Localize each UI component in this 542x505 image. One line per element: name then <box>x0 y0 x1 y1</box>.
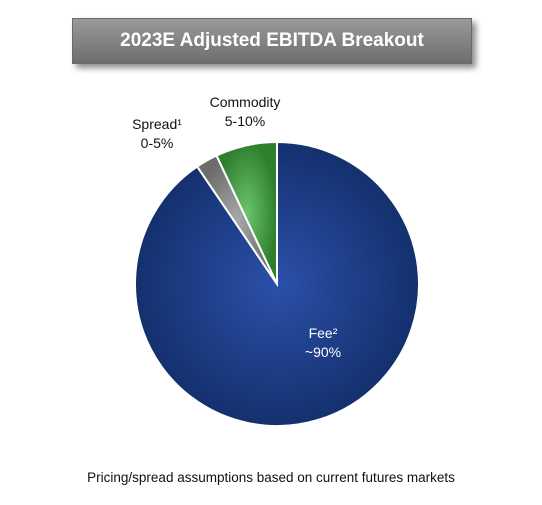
slice-name-label-commodity: Commodity <box>210 94 281 110</box>
chart-title: 2023E Adjusted EBITDA Breakout <box>120 30 424 51</box>
slice-name-label-spread: Spread¹ <box>132 116 182 132</box>
slice-name-label-fee: Fee² <box>309 325 338 341</box>
slice-value-label-fee: ~90% <box>305 344 341 360</box>
slice-value-label-commodity: 5-10% <box>225 113 265 129</box>
pie-slice-commodity <box>215 140 278 285</box>
slice-value-label-spread: 0-5% <box>141 135 174 151</box>
footnote: Pricing/spread assumptions based on curr… <box>87 470 455 485</box>
chart-title-banner: 2023E Adjusted EBITDA Breakout <box>72 18 472 64</box>
